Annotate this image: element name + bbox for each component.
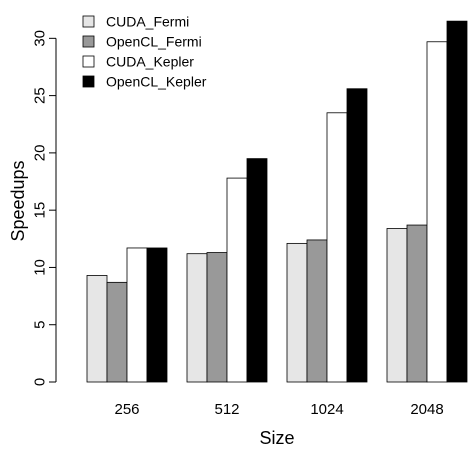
legend-label-cuda-kepler: CUDA_Kepler [106,54,194,70]
y-tick-label: 5 [32,321,49,329]
y-axis-title: Speedups [8,160,28,241]
bar-opencl-kepler-2048 [446,20,468,383]
bar-cuda-kepler-2048 [426,41,448,383]
y-tick-label: 0 [32,378,49,386]
legend-swatch-cuda-kepler [82,55,95,68]
bar-opencl-fermi-512 [206,252,228,383]
bar-opencl-fermi-1024 [306,239,328,383]
x-tick-label: 256 [114,401,139,418]
bar-opencl-kepler-512 [246,158,268,383]
bar-cuda-fermi-2048 [386,228,408,383]
y-axis: 0 5 10 15 20 25 30 [32,30,57,386]
bar-cuda-kepler-512 [226,177,248,383]
bar-opencl-fermi-2048 [406,224,428,383]
x-tick-label: 512 [214,401,239,418]
legend-swatch-opencl-kepler [82,75,95,88]
bar-cuda-kepler-1024 [326,112,348,383]
bar-opencl-kepler-1024 [346,88,368,383]
legend-label-opencl-kepler: OpenCL_Kepler [106,74,207,90]
y-tick-label: 30 [32,30,49,47]
bar-cuda-fermi-512 [186,253,208,383]
legend-swatch-opencl-fermi [82,35,95,48]
legend-swatch-cuda-fermi [82,15,95,28]
y-tick-label: 25 [32,87,49,104]
bars [86,20,468,383]
bar-opencl-fermi-256 [106,281,128,383]
x-axis-title: Size [259,428,294,448]
x-tick-label: 2048 [410,401,443,418]
bar-cuda-kepler-256 [126,247,148,383]
y-ticks: 0 5 10 15 20 25 30 [32,30,56,386]
y-tick-label: 10 [32,259,49,276]
y-tick-label: 15 [32,202,49,219]
legend-label-opencl-fermi: OpenCL_Fermi [106,34,202,50]
bar-opencl-kepler-256 [146,247,168,383]
y-tick-label: 20 [32,145,49,162]
x-tick-label: 1024 [310,401,343,418]
x-tick-labels: 256 512 1024 2048 [114,401,443,418]
legend-label-cuda-fermi: CUDA_Fermi [106,14,189,30]
legend: CUDA_Fermi OpenCL_Fermi CUDA_Kepler OpenCL_… [82,14,207,90]
bar-cuda-fermi-256 [86,275,108,383]
bar-cuda-fermi-1024 [286,242,308,383]
